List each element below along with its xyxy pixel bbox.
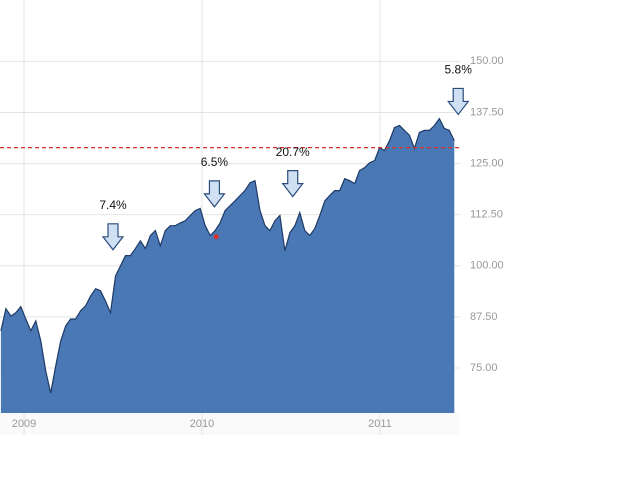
y-tick-label: 125.00 bbox=[470, 157, 504, 169]
annotation-arrow bbox=[203, 180, 226, 208]
annotation-arrow bbox=[281, 170, 304, 198]
x-axis-band bbox=[0, 413, 460, 435]
y-tick-label: 150.00 bbox=[470, 55, 504, 67]
x-tick-label: 2010 bbox=[190, 418, 214, 430]
highlight-point bbox=[213, 234, 219, 240]
annotation-arrow bbox=[101, 223, 125, 251]
annotation-label: 7.4% bbox=[99, 198, 127, 212]
x-tick-label: 2011 bbox=[368, 418, 392, 430]
x-tick-label: 2009 bbox=[12, 418, 36, 430]
area bbox=[0, 118, 455, 413]
y-tick-label: 87.50 bbox=[470, 311, 498, 323]
y-tick-label: 112.50 bbox=[470, 209, 503, 221]
y-tick-label: 137.50 bbox=[470, 106, 504, 118]
annotation-label: 6.5% bbox=[201, 155, 229, 169]
y-tick-label: 75.00 bbox=[470, 362, 498, 374]
annotation-label: 20.7% bbox=[276, 145, 310, 159]
annotation-label: 5.8% bbox=[445, 63, 473, 77]
area-line bbox=[0, 117, 455, 394]
annotation-arrow bbox=[447, 87, 470, 116]
y-tick-label: 100.00 bbox=[470, 260, 504, 272]
